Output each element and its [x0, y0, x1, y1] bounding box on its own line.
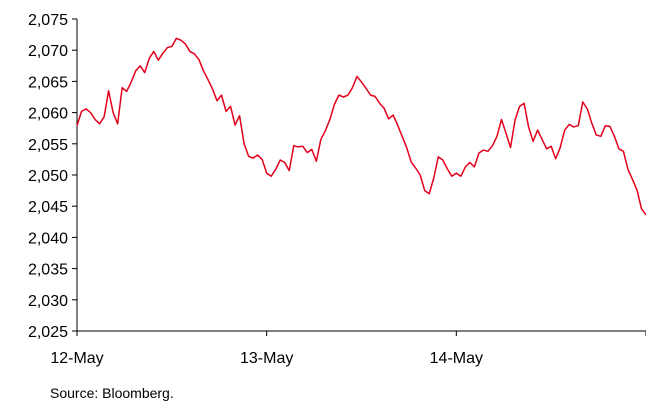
y-tick-label: 2,075 — [28, 12, 68, 29]
x-axis-tick-labels: 12-May 13-May 14-May — [50, 350, 483, 367]
y-tick-label: 2,055 — [28, 137, 68, 154]
source-note: Source: Bloomberg. — [50, 385, 174, 401]
y-tick-label: 2,030 — [28, 293, 68, 310]
y-tick-label: 2,040 — [28, 230, 68, 247]
y-tick-label: 2,065 — [28, 74, 68, 91]
y-tick-label: 2,070 — [28, 43, 68, 60]
y-tick-label: 2,050 — [28, 168, 68, 185]
x-tick-label: 14-May — [430, 350, 483, 367]
y-axis-ticks — [72, 18, 77, 332]
price-series-line — [76, 37, 646, 216]
x-tick-label: 13-May — [240, 350, 293, 367]
x-axis-ticks — [76, 331, 646, 336]
y-axis-tick-labels: 2,025 2,030 2,035 2,040 2,045 2,050 2,055 2,060… — [28, 12, 68, 341]
y-tick-label: 2,060 — [28, 106, 68, 123]
x-tick-label: 12-May — [50, 350, 103, 367]
y-tick-label: 2,025 — [28, 324, 68, 341]
y-tick-label: 2,035 — [28, 262, 68, 279]
y-tick-label: 2,045 — [28, 199, 68, 216]
